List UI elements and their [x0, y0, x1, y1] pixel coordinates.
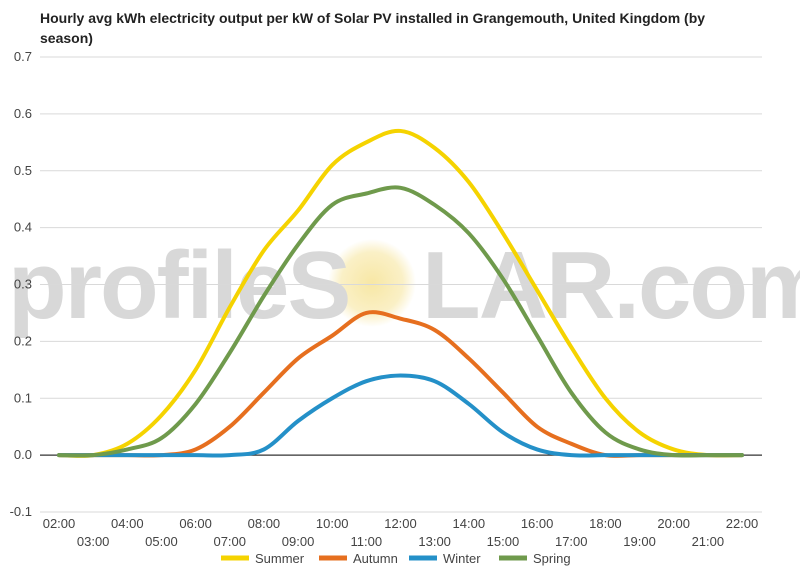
watermark-sun-icon — [328, 239, 416, 327]
series-line-winter[interactable] — [57, 373, 744, 458]
x-tick-label: 22:00 — [726, 516, 759, 531]
x-tick-label: 04:00 — [111, 516, 144, 531]
x-tick-label: 11:00 — [351, 534, 383, 549]
x-tick-label: 10:00 — [316, 516, 349, 531]
watermark: profileSOLAR.com — [8, 232, 800, 339]
x-axis-ticks: 02:0003:0004:0005:0006:0007:0008:0009:00… — [43, 516, 759, 549]
x-tick-label: 06:00 — [179, 516, 212, 531]
legend-label: Spring — [533, 551, 571, 566]
x-tick-label: 16:00 — [521, 516, 554, 531]
x-tick-label: 09:00 — [282, 534, 315, 549]
y-tick-label: -0.1 — [10, 504, 32, 519]
legend-label: Winter — [443, 551, 481, 566]
legend-label: Autumn — [353, 551, 398, 566]
y-tick-label: 0.3 — [14, 277, 32, 292]
series-line-spring[interactable] — [57, 185, 744, 458]
y-tick-label: 0.6 — [14, 106, 32, 121]
x-tick-label: 03:00 — [77, 534, 110, 549]
x-tick-label: 18:00 — [589, 516, 622, 531]
watermark-text-left: profileS — [8, 232, 349, 339]
legend-item-winter[interactable]: Winter — [409, 551, 481, 566]
series-line-summer[interactable] — [57, 128, 744, 458]
x-tick-label: 17:00 — [555, 534, 588, 549]
watermark-text-right: LAR.com — [422, 232, 800, 339]
y-tick-label: 0.2 — [14, 333, 32, 348]
legend[interactable]: Summer Autumn Winter Spring — [221, 551, 571, 566]
x-tick-label: 20:00 — [657, 516, 690, 531]
x-tick-label: 12:00 — [384, 516, 417, 531]
watermark-text: profileSOLAR.com — [8, 232, 800, 339]
x-tick-label: 08:00 — [248, 516, 281, 531]
y-tick-label: 0.1 — [14, 390, 32, 405]
y-tick-label: 0.4 — [14, 220, 32, 235]
series-lines — [57, 128, 744, 458]
x-tick-label: 07:00 — [213, 534, 246, 549]
legend-item-autumn[interactable]: Autumn — [319, 551, 398, 566]
y-tick-label: 0.0 — [14, 447, 32, 462]
x-tick-label: 21:00 — [692, 534, 725, 549]
x-tick-label: 02:00 — [43, 516, 76, 531]
legend-item-summer[interactable]: Summer — [221, 551, 305, 566]
legend-label: Summer — [255, 551, 305, 566]
y-axis-ticks: -0.1 0.0 0.1 0.2 0.3 0.4 0.5 0.6 0.7 — [10, 49, 32, 519]
x-tick-label: 14:00 — [453, 516, 486, 531]
y-tick-label: 0.5 — [14, 163, 32, 178]
x-tick-label: 19:00 — [623, 534, 656, 549]
chart-title: Hourly avg kWh electricity output per kW… — [40, 10, 706, 46]
x-tick-label: 05:00 — [145, 534, 178, 549]
x-tick-label: 15:00 — [487, 534, 520, 549]
y-tick-label: 0.7 — [14, 49, 32, 64]
legend-item-spring[interactable]: Spring — [499, 551, 571, 566]
x-tick-label: 13:00 — [418, 534, 451, 549]
